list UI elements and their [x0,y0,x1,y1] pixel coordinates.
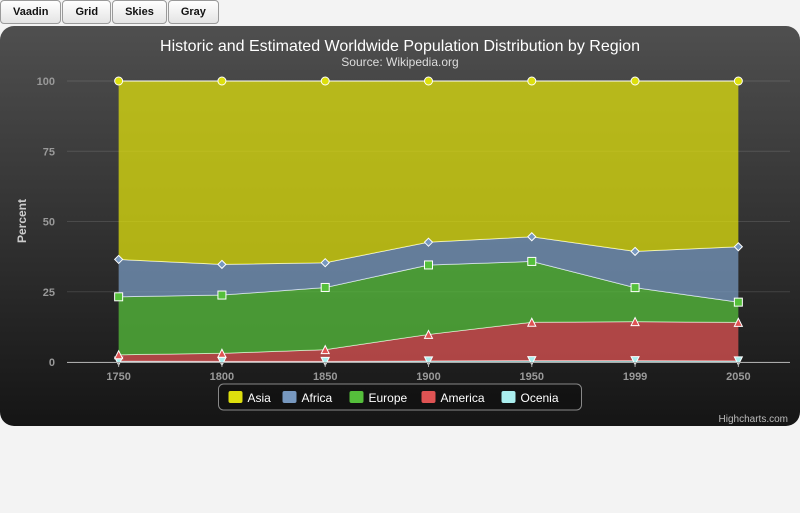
x-tick-label: 1850 [313,371,337,383]
legend-label: Africa [302,391,333,405]
legend-label: Ocenia [521,391,559,405]
marker-europe [733,297,743,307]
legend-item-asia[interactable]: Asia [228,391,272,405]
marker-ocenia [423,356,434,366]
marker-africa [423,237,434,247]
chart-title: Historic and Estimated Worldwide Populat… [160,38,640,55]
legend-swatch [349,391,364,403]
marker-ocenia [733,356,744,366]
series-areas [118,80,739,362]
x-tick-label: 1800 [210,371,234,383]
marker-america [320,344,331,355]
x-tick-label: 2050 [726,371,750,383]
marker-asia [733,76,743,86]
legend-label: Europe [369,391,408,405]
legend-item-europe[interactable]: Europe [349,391,408,405]
marker-africa [630,246,640,257]
legend-item-africa[interactable]: Africa [282,391,333,405]
marker-asia [527,76,537,86]
y-axis-title: Percent [15,199,29,243]
legend-swatch [501,391,516,403]
legend: Asia Africa Europe America Ocenia [218,383,582,411]
chart-panel: Historic and Estimated Worldwide Populat… [0,26,800,426]
population-area-chart: Historic and Estimated Worldwide Populat… [15,38,790,425]
y-tick-label: 50 [43,217,55,229]
marker-ocenia [320,356,331,367]
marker-asia [424,76,433,86]
legend-swatch [228,391,243,403]
marker-africa [217,259,227,270]
marker-america [733,317,744,327]
legend-label: America [441,391,485,405]
theme-button-vaadin[interactable]: Vaadin [0,0,62,24]
marker-africa [320,258,330,268]
marker-america [423,329,434,339]
theme-selector: Vaadin Grid Skies Gray [0,0,219,26]
x-tick-label: 1999 [623,371,647,383]
marker-europe [320,282,330,292]
theme-button-grid[interactable]: Grid [62,0,112,24]
marker-europe [424,260,433,270]
legend-swatch [421,391,436,403]
marker-america [526,317,537,327]
area-asia [118,81,739,265]
marker-america [217,348,227,358]
area-europe [118,261,739,355]
legend-item-america[interactable]: America [421,391,485,405]
marker-africa [527,232,537,242]
marker-america [630,316,640,327]
marker-europe [114,292,124,302]
marker-europe [527,256,537,266]
x-tick-label: 1900 [416,371,440,383]
marker-europe [630,283,640,293]
marker-europe [217,290,227,300]
legend-item-ocenia[interactable]: Ocenia [501,391,559,405]
chart-subtitle: Source: Wikipedia.org [341,55,458,69]
theme-button-gray[interactable]: Gray [167,0,219,24]
legend-label: Asia [248,391,272,405]
legend-swatch [282,391,297,403]
axis-labels: 0 25 50 75 100 1750 1800 1850 1900 1950 1999 2050 [37,76,790,383]
marker-america [113,349,124,360]
y-tick-label: 100 [37,76,55,88]
area-africa [118,236,739,303]
marker-africa [113,254,124,265]
marker-asia [320,76,330,86]
marker-ocenia [526,356,537,366]
marker-asia [630,76,640,86]
series-markers [113,76,744,367]
theme-button-skies[interactable]: Skies [112,0,167,24]
marker-africa [733,242,744,252]
marker-asia [114,76,124,86]
y-tick-label: 0 [49,357,55,369]
x-tick-label: 1950 [520,371,544,383]
x-tick-label: 1750 [106,371,130,383]
y-tick-label: 25 [43,287,55,299]
legend-box [218,383,582,411]
y-tick-label: 75 [43,146,55,158]
marker-ocenia [630,356,640,366]
marker-asia [217,76,227,86]
credits-link[interactable]: Highcharts.com [719,414,788,425]
